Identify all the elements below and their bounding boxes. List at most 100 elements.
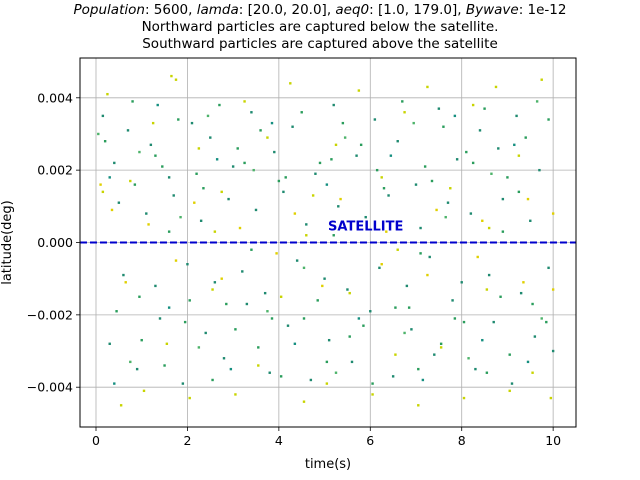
- data-point: [300, 111, 303, 114]
- title-aeq-label: aeq0: [335, 2, 370, 18]
- data-point: [334, 143, 338, 147]
- data-point: [291, 125, 294, 128]
- data-point: [101, 190, 105, 194]
- data-point: [193, 201, 196, 204]
- data-point: [138, 295, 141, 298]
- data-point: [209, 136, 212, 139]
- data-point: [547, 118, 550, 121]
- data-point: [497, 147, 500, 150]
- data-point: [188, 299, 191, 302]
- data-point: [332, 103, 335, 107]
- data-points: [97, 74, 555, 407]
- data-point: [485, 288, 489, 291]
- data-point: [220, 190, 223, 194]
- data-point: [167, 306, 171, 309]
- x-tick-label: 4: [275, 433, 283, 448]
- x-tick-label: 10: [545, 433, 561, 448]
- data-point: [526, 360, 530, 364]
- data-point: [213, 230, 217, 233]
- data-point: [252, 168, 255, 172]
- data-point: [117, 201, 121, 204]
- data-point: [382, 187, 386, 190]
- data-point: [490, 172, 493, 175]
- data-point: [156, 103, 159, 107]
- data-point: [346, 288, 349, 291]
- data-point: [551, 288, 555, 291]
- data-point: [179, 215, 182, 219]
- data-point: [334, 371, 338, 374]
- data-point: [97, 132, 100, 136]
- data-point: [286, 324, 290, 327]
- data-point: [129, 360, 132, 364]
- data-point: [243, 161, 246, 165]
- data-point: [122, 273, 125, 277]
- data-point: [547, 266, 550, 270]
- data-point: [293, 212, 297, 215]
- title-bywave-label: Bywave: [465, 2, 519, 18]
- data-point: [533, 335, 537, 338]
- data-point: [419, 252, 422, 255]
- y-tick-label: −0.002: [27, 307, 73, 322]
- data-point: [524, 136, 527, 139]
- title-bywave-value: : 1e-12: [518, 2, 567, 18]
- data-point: [389, 154, 393, 157]
- data-point: [348, 335, 351, 338]
- data-point: [225, 302, 228, 306]
- data-point: [282, 190, 285, 194]
- data-point: [439, 342, 443, 345]
- data-point: [311, 194, 315, 197]
- data-point: [266, 136, 269, 139]
- data-point: [391, 375, 395, 378]
- data-point: [138, 150, 141, 154]
- data-point: [142, 389, 146, 393]
- data-point: [220, 277, 223, 280]
- data-point: [394, 306, 397, 309]
- data-point: [414, 183, 418, 186]
- data-point: [531, 371, 534, 374]
- data-point: [211, 288, 214, 291]
- data-point: [302, 266, 306, 270]
- data-point: [412, 121, 415, 125]
- data-point: [380, 176, 383, 179]
- data-point: [371, 393, 374, 396]
- data-point: [273, 150, 276, 154]
- data-point: [234, 328, 237, 331]
- data-point: [375, 168, 379, 172]
- data-point: [357, 317, 361, 320]
- data-point: [190, 121, 194, 125]
- data-point: [385, 230, 388, 233]
- data-point: [268, 371, 271, 374]
- data-point: [108, 342, 111, 345]
- data-point: [444, 215, 447, 219]
- data-point: [506, 176, 509, 179]
- y-tick-label: 0.004: [37, 90, 73, 105]
- data-point: [99, 183, 102, 186]
- data-point: [513, 143, 516, 147]
- data-point: [295, 259, 299, 262]
- data-point: [453, 114, 457, 118]
- x-tick-label: 0: [92, 433, 100, 448]
- data-point: [545, 320, 548, 324]
- data-point: [241, 270, 244, 273]
- data-point: [103, 140, 107, 143]
- data-point: [405, 284, 409, 288]
- title-lamda-value: : [20.0, 20.0],: [238, 2, 336, 18]
- data-point: [135, 367, 139, 371]
- data-point: [526, 197, 530, 201]
- data-point: [161, 165, 164, 168]
- data-point: [348, 291, 351, 295]
- data-point: [433, 353, 436, 356]
- data-point: [113, 382, 116, 385]
- data-point: [321, 284, 324, 288]
- data-point: [154, 154, 157, 157]
- data-point: [442, 125, 445, 128]
- satellite-label: SATELLITE: [328, 220, 403, 235]
- data-point: [551, 349, 555, 353]
- data-point: [417, 367, 420, 371]
- data-point: [119, 404, 123, 407]
- data-point: [318, 161, 322, 165]
- title-aeq-value: : [1.0, 179.0],: [369, 2, 466, 18]
- data-point: [499, 295, 502, 298]
